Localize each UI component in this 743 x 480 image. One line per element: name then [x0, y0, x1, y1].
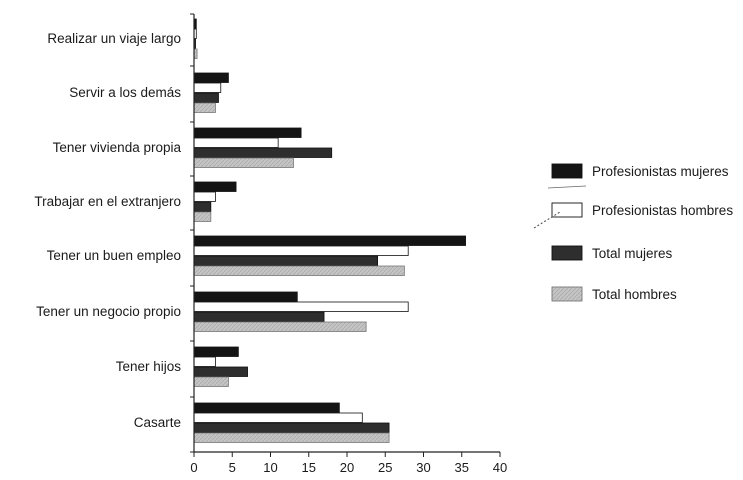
category-label: Tener vivienda propia [53, 140, 182, 155]
bar [193, 127, 302, 138]
x-tick-label: 5 [229, 460, 236, 475]
category-label: Tener un buen empleo [47, 248, 181, 263]
bar [193, 137, 279, 148]
bar [193, 291, 298, 302]
legend-swatch [551, 163, 583, 179]
bar-group [193, 291, 409, 332]
bar [193, 82, 222, 93]
x-tick-label: 0 [190, 460, 197, 475]
legend-label: Total mujeres [592, 246, 673, 261]
bar [193, 181, 237, 192]
legend-label: Total hombres [592, 287, 677, 302]
bar [193, 265, 405, 276]
bar [193, 211, 212, 222]
bar [193, 255, 379, 266]
bar [193, 102, 216, 113]
bar-group [193, 72, 229, 113]
bar [193, 321, 367, 332]
x-tick-label: 30 [416, 460, 430, 475]
bar-group [193, 235, 466, 276]
legend-swatch [551, 202, 583, 218]
category-label: Realizar un viaje largo [47, 31, 181, 46]
bar [193, 376, 229, 387]
bar [193, 92, 219, 103]
bar [193, 432, 390, 443]
bar [193, 356, 216, 367]
bar-group [193, 402, 390, 443]
x-tick-label: 20 [340, 460, 354, 475]
bar [193, 191, 216, 202]
x-tick-label: 35 [455, 460, 469, 475]
x-tick-label: 25 [378, 460, 392, 475]
x-tick-label: 10 [263, 460, 277, 475]
legend-decoration [533, 211, 561, 229]
bar-group [193, 181, 237, 222]
bar [193, 346, 239, 357]
bar-group [193, 127, 333, 168]
legend-label: Profesionistas mujeres [592, 164, 729, 179]
x-tick-label: 15 [302, 460, 316, 475]
legend-label: Profesionistas hombres [592, 203, 733, 218]
legend: Profesionistas mujeres Profesionistas hom… [533, 163, 733, 302]
category-label: Trabajar en el extranjero [34, 194, 181, 209]
bar [193, 311, 325, 322]
legend-swatch [551, 245, 583, 261]
legend-decoration [547, 185, 587, 189]
category-label: Casarte [134, 415, 181, 430]
bar [193, 235, 466, 246]
category-label: Tener un negocio propio [36, 304, 181, 319]
bar [193, 402, 340, 413]
bar [193, 422, 390, 433]
bar [193, 147, 333, 158]
bar [193, 157, 294, 168]
bar [193, 245, 409, 256]
bar [193, 412, 363, 423]
bar [193, 366, 248, 377]
category-label: Tener hijos [116, 359, 182, 374]
legend-swatch [551, 286, 583, 302]
bar [193, 301, 409, 312]
category-label: Servir a los demás [69, 85, 181, 100]
bar-group [193, 346, 248, 387]
x-tick-label: 40 [493, 460, 507, 475]
bar [193, 72, 229, 83]
bar [193, 201, 212, 212]
